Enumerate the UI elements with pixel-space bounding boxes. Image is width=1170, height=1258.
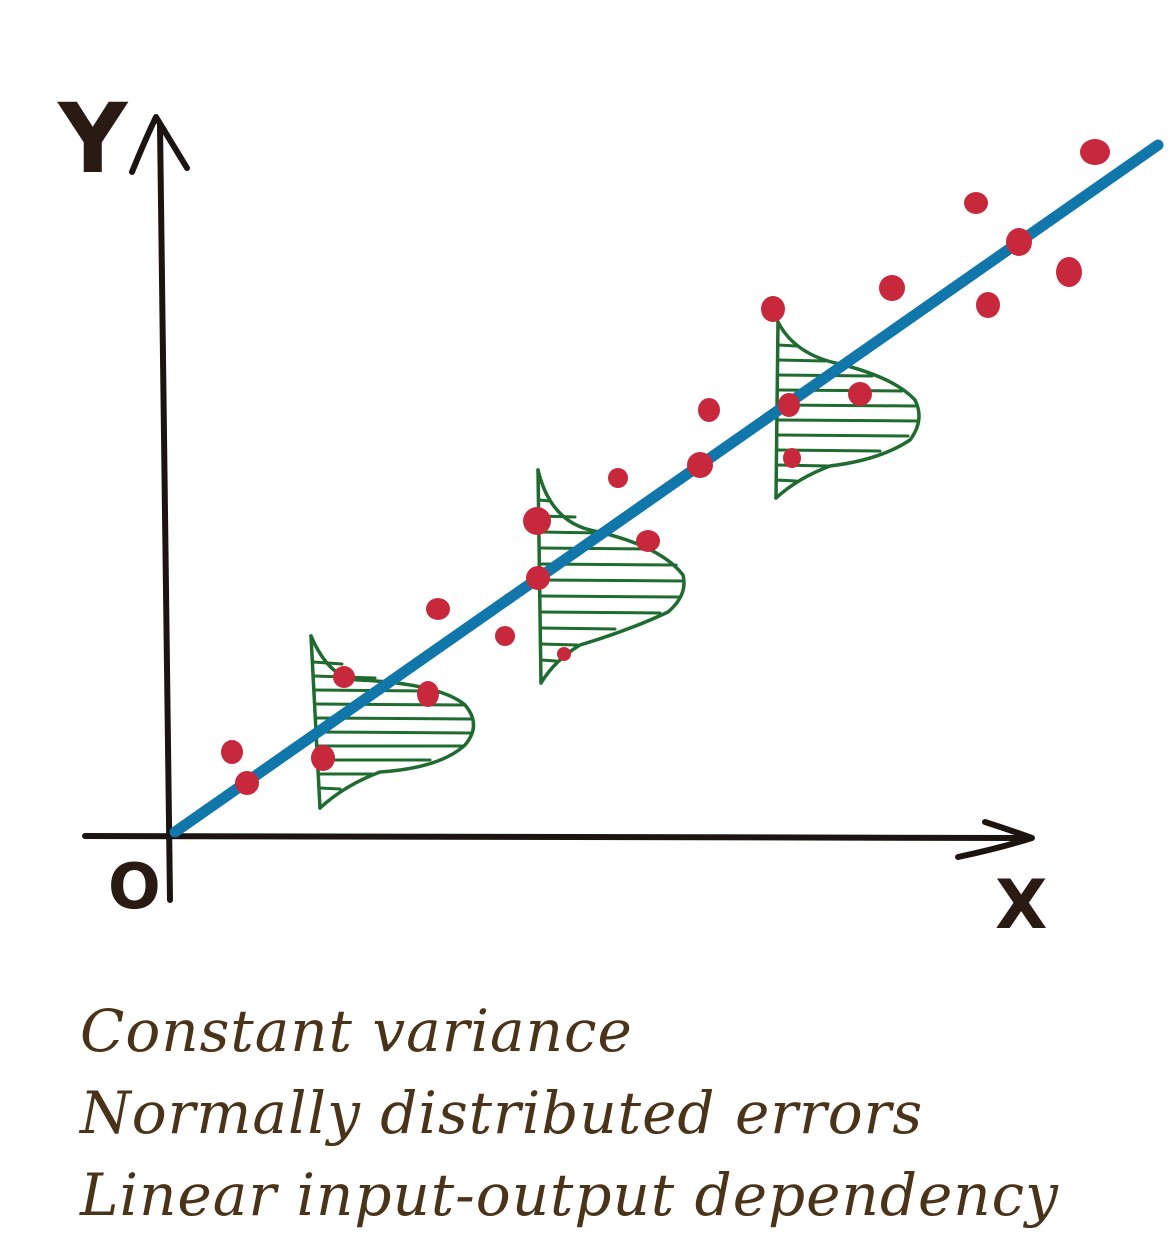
- data-point: [333, 666, 355, 688]
- data-point: [964, 192, 988, 214]
- data-point: [417, 681, 439, 707]
- distribution-3-hatching: [774, 343, 920, 483]
- data-point: [879, 275, 905, 301]
- y-axis-arrowhead: [129, 114, 190, 175]
- data-point: [783, 448, 801, 468]
- x-axis-label: X: [995, 866, 1047, 945]
- data-point: [778, 393, 800, 417]
- data-point: [1006, 228, 1032, 256]
- data-point: [636, 530, 660, 552]
- distribution-3-bell: [774, 320, 921, 500]
- x-axis-line: [82, 832, 1033, 841]
- y-axis-label: Y: [57, 83, 129, 195]
- data-point: [687, 452, 713, 478]
- caption-normal-errors: Normally distributed errors: [80, 1079, 924, 1147]
- data-point: [1080, 139, 1110, 165]
- regression-line: [169, 139, 1164, 838]
- data-point: [426, 598, 450, 620]
- data-point: [698, 398, 720, 422]
- distribution-2-hatching: [537, 498, 686, 663]
- distribution-2-bell: [536, 468, 686, 685]
- assumptions-caption: Constant variance Normally distributed e…: [80, 990, 1140, 1236]
- origin-label: O: [108, 850, 161, 923]
- distribution-1-baseline: [309, 634, 322, 810]
- y-axis: [129, 114, 190, 903]
- caption-constant-variance: Constant variance: [80, 997, 633, 1065]
- data-point: [221, 740, 243, 764]
- data-point: [523, 507, 551, 535]
- data-point: [761, 296, 785, 322]
- caption-linear-dependency: Linear input-output dependency: [80, 1161, 1059, 1229]
- y-axis-line: [157, 122, 173, 903]
- distribution-curve-3: [774, 320, 921, 500]
- x-axis-arrowhead: [955, 819, 1035, 860]
- data-point: [1056, 257, 1082, 287]
- data-point: [848, 382, 872, 406]
- distribution-1-bell: [309, 634, 476, 810]
- data-point: [526, 566, 550, 590]
- data-point: [608, 468, 628, 488]
- data-points: [221, 139, 1110, 795]
- data-point: [495, 626, 515, 646]
- data-point: [976, 292, 1000, 318]
- distribution-curve-2: [536, 468, 686, 685]
- data-point: [311, 745, 335, 771]
- x-axis: [82, 819, 1035, 860]
- data-point: [557, 647, 571, 661]
- data-point: [235, 771, 259, 795]
